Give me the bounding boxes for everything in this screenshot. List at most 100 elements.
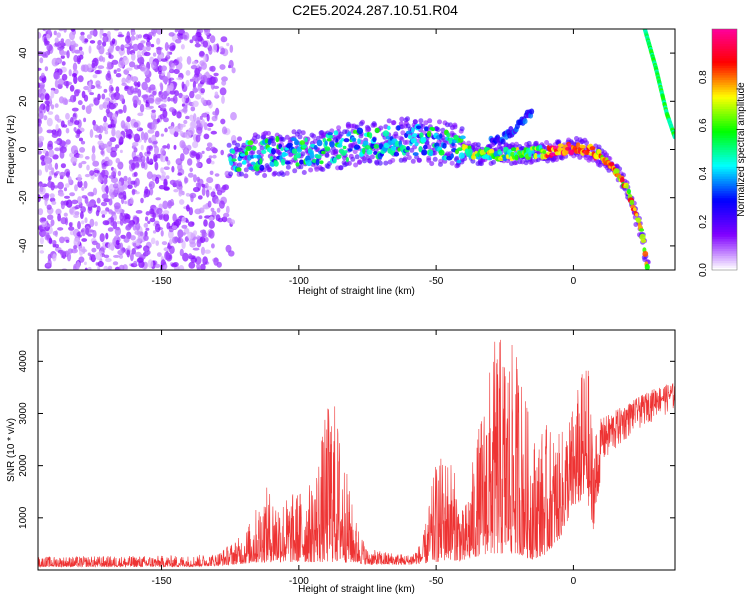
noise-speckle — [113, 202, 121, 210]
band-blob — [315, 158, 320, 166]
noise-speckle — [38, 225, 42, 231]
noise-speckle — [113, 29, 120, 32]
noise-speckle — [163, 117, 169, 123]
band-halo — [470, 158, 476, 164]
band-halo — [284, 170, 290, 176]
colorbar-cell — [712, 250, 737, 254]
noise-speckle — [105, 207, 110, 212]
colorbar-tick-label: 0.8 — [698, 70, 709, 84]
noise-speckle — [125, 35, 131, 44]
noise-speckle — [115, 239, 120, 246]
noise-speckle — [194, 43, 201, 48]
noise-speckle — [126, 116, 131, 123]
noise-speckle — [178, 92, 183, 99]
noise-speckle — [133, 81, 138, 87]
noise-speckle — [181, 94, 186, 104]
colorbar-cell — [712, 108, 737, 112]
band-blob — [368, 132, 373, 139]
band-blob — [620, 177, 625, 184]
noise-speckle — [42, 148, 47, 154]
noise-speckle — [211, 115, 218, 122]
snr-series-line — [38, 339, 675, 569]
band-halo — [490, 142, 496, 148]
noise-speckle — [107, 242, 114, 250]
noise-speckle — [162, 145, 168, 149]
noise-speckle — [191, 61, 198, 65]
colorbar-cell — [712, 168, 737, 172]
colorbar-cell — [712, 204, 737, 208]
noise-speckle — [95, 80, 101, 87]
noise-speckle — [120, 120, 126, 129]
noise-speckle — [56, 118, 62, 123]
colorbar-cell — [712, 74, 737, 78]
noise-speckle — [147, 97, 155, 104]
noise-speckle — [209, 170, 214, 175]
noise-speckle — [149, 158, 153, 164]
top-y-tick-label: -40 — [18, 238, 29, 253]
noise-speckle — [127, 177, 132, 185]
noise-speckle — [178, 190, 183, 197]
noise-speckle — [150, 43, 155, 48]
noise-speckle — [60, 163, 66, 169]
band-blob — [424, 126, 429, 132]
noise-speckle — [84, 217, 88, 224]
noise-speckle — [103, 88, 108, 93]
noise-speckle — [121, 77, 126, 85]
noise-speckle — [75, 133, 80, 139]
noise-speckle — [127, 86, 132, 90]
noise-speckle — [186, 56, 192, 65]
noise-speckle — [165, 175, 170, 180]
band-halo — [365, 127, 370, 133]
band-halo — [454, 155, 460, 161]
noise-speckle — [44, 50, 49, 58]
band-blob — [581, 145, 586, 149]
noise-speckle — [58, 191, 65, 197]
noise-speckle — [216, 207, 221, 213]
noise-speckle — [89, 30, 97, 36]
noise-speckle — [75, 130, 82, 135]
band-blob — [627, 188, 631, 195]
noise-speckle — [66, 252, 72, 262]
bottom-x-axis-label: Height of straight line (km) — [298, 584, 415, 595]
noise-speckle — [60, 217, 67, 225]
noise-speckle — [106, 111, 113, 118]
band-blob — [329, 141, 335, 148]
noise-speckle — [59, 150, 65, 159]
band-halo — [333, 151, 339, 157]
noise-speckle — [149, 217, 156, 223]
noise-speckle — [202, 40, 209, 48]
noise-speckle — [61, 73, 68, 81]
noise-speckle — [192, 80, 196, 90]
band-blob — [613, 168, 620, 175]
band-blob — [456, 159, 462, 164]
noise-speckle — [81, 104, 86, 111]
noise-speckle — [121, 82, 127, 86]
noise-speckle — [135, 210, 143, 214]
noise-speckle — [67, 121, 74, 127]
noise-speckle — [100, 201, 108, 207]
noise-speckle — [60, 202, 65, 210]
noise-speckle — [178, 56, 183, 63]
noise-speckle — [221, 126, 228, 135]
noise-speckle — [184, 94, 189, 99]
noise-speckle — [169, 90, 176, 95]
noise-speckle — [140, 144, 144, 151]
noise-speckle — [101, 169, 106, 178]
noise-speckle — [54, 162, 59, 170]
noise-speckle — [70, 248, 78, 254]
noise-speckle — [206, 113, 210, 122]
band-halo — [432, 156, 438, 162]
noise-speckle — [160, 147, 165, 155]
noise-speckle — [126, 67, 133, 71]
band-halo — [250, 149, 256, 155]
noise-speckle — [192, 100, 199, 108]
noise-speckle — [47, 29, 52, 35]
noise-speckle — [100, 143, 108, 149]
noise-speckle — [185, 219, 189, 223]
noise-speckle — [166, 159, 171, 166]
noise-speckle — [73, 127, 77, 132]
band-halo — [366, 158, 372, 163]
noise-speckle — [175, 218, 182, 226]
band-blob — [450, 153, 454, 159]
noise-speckle — [59, 140, 66, 147]
